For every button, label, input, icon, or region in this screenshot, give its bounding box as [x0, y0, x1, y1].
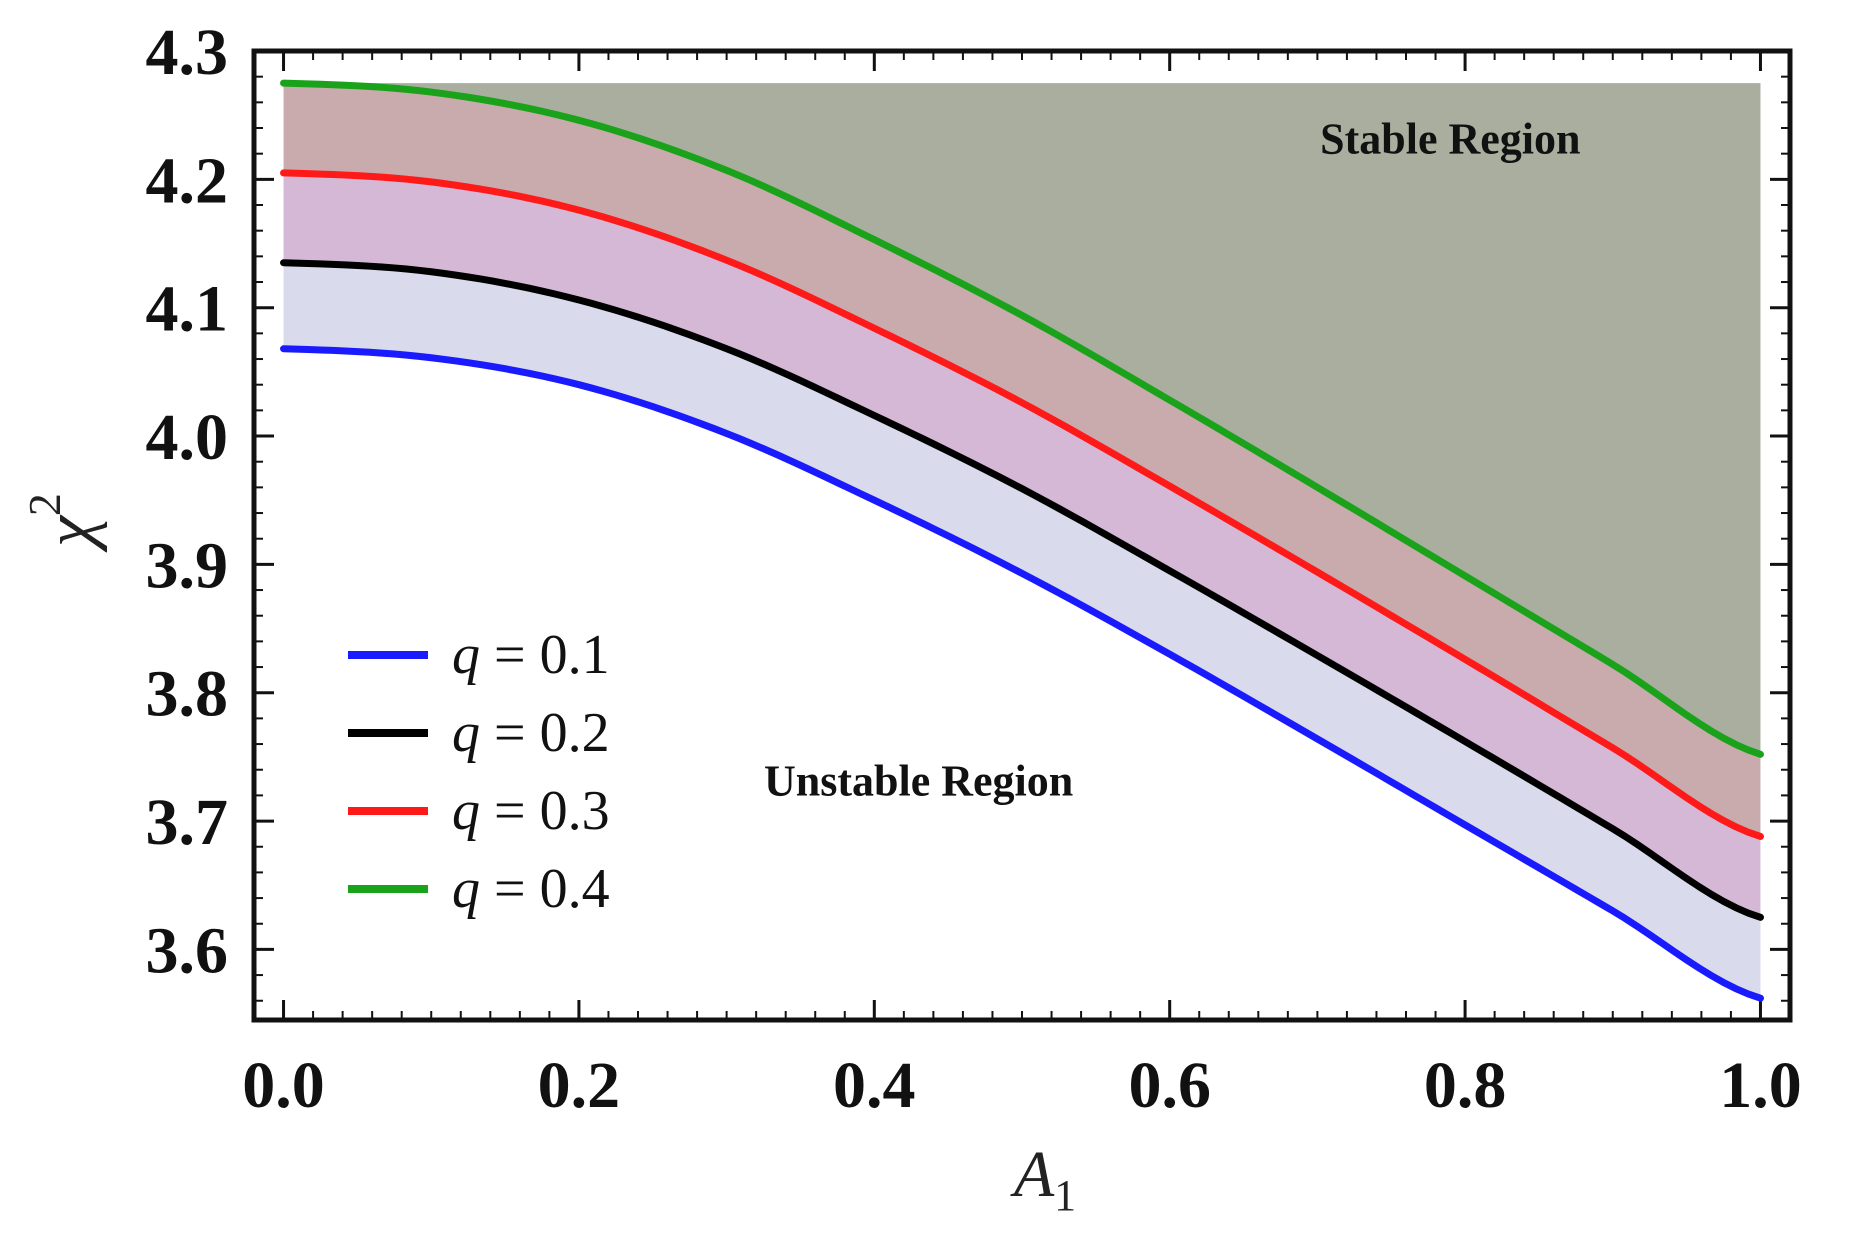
series-line-q-0.2: [280, 259, 1764, 921]
y-axis-label-main: χ: [31, 514, 108, 553]
fill-region-1: [283, 262, 1761, 999]
legend-item-q-0.3: q = 0.3: [348, 780, 610, 842]
x-tick-labels: 0.0 0.2 0.4 0.6 0.8 1.0: [242, 1049, 1801, 1122]
x-axis-label-main: A: [1010, 1138, 1055, 1211]
x-tick-label: 0.0: [242, 1049, 325, 1122]
y-tick-label: 4.2: [146, 144, 229, 217]
x-tick-label: 0.8: [1424, 1049, 1507, 1122]
y-tick-label: 3.7: [146, 786, 229, 859]
legend-eq: =: [494, 702, 540, 764]
fill-region-3: [283, 83, 1761, 837]
y-tick-label: 3.9: [146, 529, 229, 602]
y-tick-label: 4.1: [146, 273, 229, 346]
annotation-stable-region: Stable Region: [1320, 115, 1580, 164]
legend-var: q: [452, 858, 494, 920]
x-axis-label-sub: 1: [1054, 1171, 1076, 1220]
legend-eq: =: [494, 624, 540, 686]
legend-var: q: [452, 624, 494, 686]
legend-value: 0.3: [540, 780, 610, 842]
legend-value: 0.2: [540, 702, 610, 764]
legend-item-q-0.1: q = 0.1: [348, 624, 610, 686]
y-axis-label-sup: 2: [19, 493, 70, 516]
legend-label: q = 0.1: [452, 624, 610, 686]
x-tick-label: 0.6: [1128, 1049, 1211, 1122]
legend-label: q = 0.2: [452, 702, 610, 764]
fill-region-4: [283, 83, 1761, 755]
x-axis-label: A1: [1010, 1138, 1076, 1220]
legend-eq: =: [494, 858, 540, 920]
y-tick-label: 3.6: [146, 914, 229, 987]
plot-frame: [251, 48, 1793, 1023]
x-tick-label: 0.4: [833, 1049, 916, 1122]
y-axis-label: χ2: [19, 493, 108, 553]
legend-label: q = 0.3: [452, 780, 610, 842]
annotations: Stable Region Unstable Region: [764, 115, 1580, 806]
series-line-q-0.1: [280, 345, 1764, 1002]
fill-regions: [283, 83, 1761, 999]
x-tick-label: 0.2: [538, 1049, 621, 1122]
series-lines: [280, 79, 1764, 1002]
x-tick-label: 1.0: [1719, 1049, 1802, 1122]
legend-var: q: [452, 780, 494, 842]
legend-item-q-0.2: q = 0.2: [348, 702, 610, 764]
legend-value: 0.1: [540, 624, 610, 686]
series-line-q-0.3: [280, 169, 1764, 840]
legend-eq: =: [494, 780, 540, 842]
y-tick-label: 4.3: [146, 16, 229, 89]
legend: q = 0.1q = 0.2q = 0.3q = 0.4: [348, 624, 610, 920]
series-line-q-0.4: [280, 79, 1764, 758]
annotation-unstable-region: Unstable Region: [764, 756, 1073, 805]
legend-label: q = 0.4: [452, 858, 610, 920]
legend-var: q: [452, 702, 494, 764]
y-tick-label: 4.0: [146, 401, 229, 474]
y-tick-label: 3.8: [146, 658, 229, 731]
legend-item-q-0.4: q = 0.4: [348, 858, 610, 920]
fill-region-2: [283, 172, 1761, 918]
legend-value: 0.4: [540, 858, 610, 920]
y-tick-labels: 3.6 3.7 3.8 3.9 4.0 4.1 4.2 4.3: [146, 16, 229, 987]
